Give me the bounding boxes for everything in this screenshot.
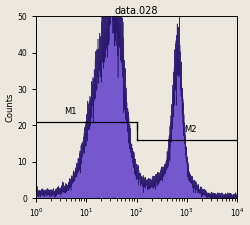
Y-axis label: Counts: Counts <box>6 92 15 122</box>
Text: M2: M2 <box>184 125 197 134</box>
Title: data.028: data.028 <box>115 6 158 16</box>
Text: M1: M1 <box>64 107 76 116</box>
